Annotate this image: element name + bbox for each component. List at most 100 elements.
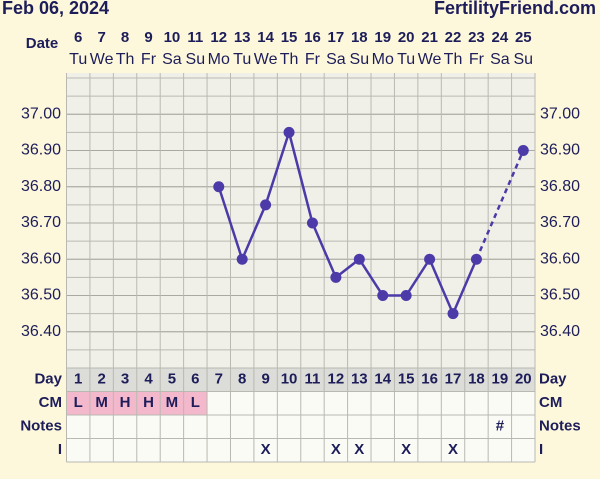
cycle-day: 4: [144, 371, 153, 388]
y-tick-label: 37.00: [21, 105, 61, 122]
cell-highlight: [66, 391, 90, 415]
site-name: FertilityFriend.com: [434, 0, 596, 18]
row-label-right: I: [539, 441, 543, 458]
cycle-day: 16: [421, 371, 438, 388]
y-tick-label-right: 36.80: [540, 178, 580, 195]
temp-point: [236, 253, 248, 265]
date-number: 18: [351, 29, 368, 46]
weekday: We: [254, 51, 278, 68]
weekday: Fr: [141, 51, 157, 68]
date-number: 11: [187, 29, 203, 46]
temp-point: [260, 199, 272, 211]
weekday: Sa: [490, 51, 510, 68]
cell-highlight: [160, 391, 184, 415]
weekday: Tu: [397, 51, 415, 68]
date-number: 8: [121, 29, 129, 46]
y-tick-label-right: 36.70: [540, 214, 580, 231]
y-tick-label-right: 36.90: [540, 142, 580, 159]
cycle-day: 10: [281, 371, 298, 388]
cell-text: L: [74, 394, 83, 411]
weekday: Th: [444, 51, 463, 68]
date-number: 23: [468, 29, 485, 46]
cycle-day: 5: [168, 371, 176, 388]
row-label: Notes: [20, 418, 62, 435]
cycle-day: 20: [515, 371, 532, 388]
cycle-day: 1: [74, 371, 82, 388]
temp-point: [517, 145, 529, 156]
weekday: Tu: [69, 51, 87, 68]
cell-text: H: [120, 394, 131, 411]
cycle-day: 13: [351, 371, 368, 388]
weekday: Su: [186, 51, 206, 68]
cell-text: H: [143, 394, 154, 411]
date-number: 14: [257, 29, 274, 46]
weekday: Mo: [208, 51, 230, 68]
date-number: 19: [374, 29, 391, 46]
cycle-day: 3: [121, 371, 129, 388]
y-tick-label: 36.40: [21, 323, 61, 340]
cycle-day: 12: [328, 371, 345, 388]
weekday: Sa: [162, 51, 182, 68]
weekday: Th: [280, 51, 299, 68]
cell-text: X: [401, 441, 411, 458]
y-tick-label: 36.70: [21, 214, 61, 231]
weekday: Fr: [305, 51, 321, 68]
weekday: Su: [350, 51, 370, 68]
temp-point: [283, 126, 295, 138]
cycle-day: 6: [191, 371, 199, 388]
weekday: Tu: [233, 51, 251, 68]
cell-highlight: [136, 391, 161, 415]
temp-point: [213, 181, 225, 193]
y-tick-label: 36.50: [21, 287, 61, 304]
temp-point: [400, 290, 412, 301]
weekday: We: [418, 51, 442, 68]
cell-text: X: [354, 441, 364, 458]
date-number: 10: [164, 29, 181, 46]
date-number: 7: [97, 29, 105, 46]
temp-point: [447, 308, 459, 320]
cell-text: #: [496, 418, 505, 435]
date-number: 16: [304, 29, 321, 46]
date-number: 17: [328, 29, 345, 46]
row-label-right: Notes: [539, 418, 581, 435]
row-label-right: CM: [539, 394, 562, 411]
cycle-day: 7: [215, 371, 223, 388]
date-label: Date: [26, 35, 59, 52]
row-label: CM: [39, 394, 62, 411]
weekday: We: [90, 51, 114, 68]
date-number: 24: [492, 29, 509, 46]
temp-point: [306, 217, 318, 229]
row-label-right: Day: [539, 371, 567, 388]
temp-point: [470, 253, 482, 265]
weekday: Su: [513, 51, 533, 68]
cycle-day: 8: [238, 371, 246, 388]
cycle-day: 19: [492, 371, 509, 388]
y-tick-label-right: 36.60: [540, 250, 580, 267]
cell-text: X: [261, 441, 271, 458]
cycle-day: 17: [445, 371, 462, 388]
y-tick-label-right: 37.00: [540, 105, 580, 122]
temp-point: [377, 290, 389, 301]
y-tick-label-right: 36.50: [540, 287, 580, 304]
date-number: 21: [421, 29, 438, 46]
cell-text: X: [331, 441, 341, 458]
cycle-day: 15: [398, 371, 415, 388]
cycle-day: 2: [97, 371, 105, 388]
y-tick-label-right: 36.40: [540, 323, 580, 340]
weekday: Fr: [469, 51, 485, 68]
y-tick-label: 36.80: [21, 178, 61, 195]
cycle-day: 18: [468, 371, 485, 388]
date-number: 13: [234, 29, 251, 46]
cell-highlight: [89, 391, 114, 415]
cell-text: X: [448, 441, 458, 458]
temp-point: [353, 253, 365, 265]
temp-point: [424, 253, 436, 265]
weekday: Mo: [372, 51, 394, 68]
weekday: Th: [116, 51, 135, 68]
cell-highlight: [113, 391, 137, 415]
row-label: I: [58, 441, 62, 458]
cell-text: M: [95, 394, 108, 411]
date-number: 9: [144, 29, 152, 46]
cell-text: L: [191, 394, 200, 411]
